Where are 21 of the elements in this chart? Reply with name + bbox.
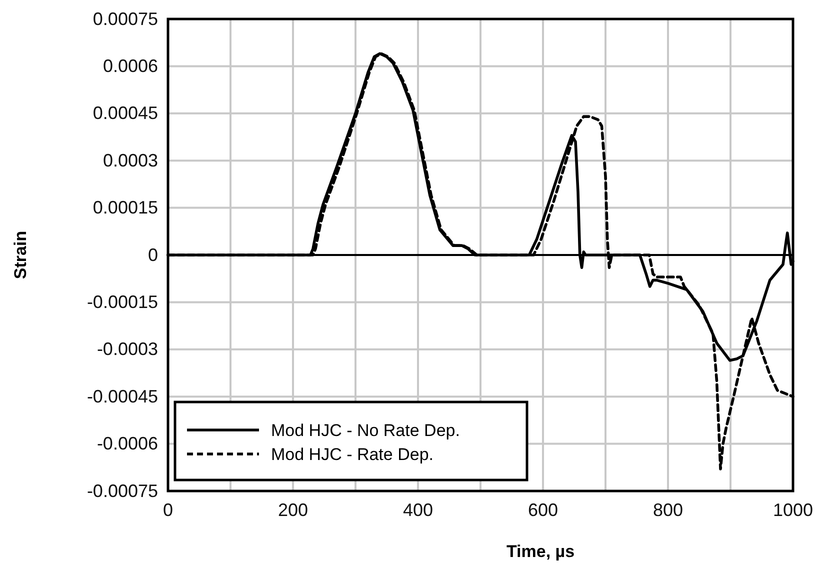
y-tick-label: 0.00075 [92, 8, 158, 29]
x-tick-label: 200 [278, 500, 308, 520]
y-tick-label: -0.0006 [96, 434, 158, 454]
legend-label: Mod HJC - No Rate Dep. [271, 421, 460, 440]
y-tick-label: -0.00075 [86, 480, 158, 501]
x-tick-label: 600 [528, 500, 558, 520]
x-tick-label: 1000 [772, 500, 814, 520]
y-tick-label: -0.00045 [86, 386, 158, 406]
legend-label: Mod HJC - Rate Dep. [271, 445, 434, 464]
y-tick-label: -0.00015 [86, 292, 158, 312]
y-tick-label: 0.0006 [102, 56, 158, 76]
y-axis-title: Strain [11, 230, 30, 280]
x-tick-label: 800 [652, 500, 684, 520]
y-tick-label: -0.0003 [96, 339, 158, 360]
x-tick-label: 400 [402, 500, 434, 520]
x-axis-title: Time, µs [506, 542, 575, 561]
y-tick-label: 0.0003 [102, 150, 158, 170]
x-tick-label: 0 [162, 500, 174, 520]
y-tick-label: 0.00015 [92, 198, 158, 218]
y-tick-label: 0 [148, 244, 158, 265]
y-tick-label: 0.00045 [92, 103, 158, 124]
